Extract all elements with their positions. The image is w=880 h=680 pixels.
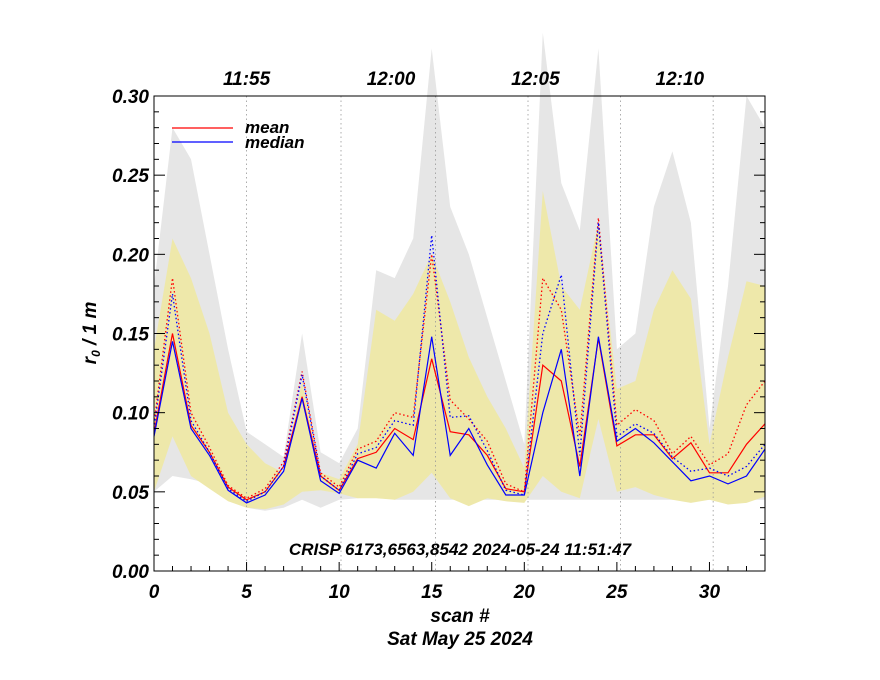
series-line-median	[153, 336, 766, 504]
y-axis-label-rest: / 1 m	[80, 302, 101, 351]
x-tick-label: 30	[699, 582, 721, 603]
x-tick-label: 5	[241, 582, 252, 603]
y-axis-label-main: r	[80, 355, 101, 364]
time-tick-label: 12:10	[656, 69, 705, 90]
y-axis-label-sub: 0	[89, 350, 103, 357]
y-tick-label: 0.15	[112, 325, 149, 346]
series-line-mean-dotted	[153, 217, 766, 499]
time-tick-label: 12:00	[367, 69, 416, 90]
y-tick-label: 0.05	[112, 483, 149, 504]
chart-annotation: CRISP 6173,6563,8542 2024-05-24 11:51:47	[289, 540, 633, 559]
yellow-range-band	[154, 191, 765, 510]
x-axis-label: scan #	[430, 606, 490, 627]
time-tick-label: 11:55	[223, 69, 271, 90]
legend-median-label: median	[245, 133, 305, 152]
y-axis-label: r0 / 1 m	[80, 302, 103, 365]
y-tick-label: 0.20	[112, 245, 149, 266]
x-tick-label: 15	[421, 582, 443, 603]
y-tick-label: 0.00	[112, 562, 149, 583]
time-tick-label: 12:05	[511, 69, 560, 90]
date-label: Sat May 25 2024	[387, 629, 533, 650]
y-tick-label: 0.10	[112, 404, 149, 425]
x-tick-label: 25	[605, 582, 628, 603]
series-line-mean	[153, 333, 766, 501]
x-tick-label: 0	[149, 582, 160, 603]
x-tick-label: 10	[329, 582, 351, 603]
legend: mean median	[172, 118, 305, 152]
legend-mean-label: mean	[245, 118, 289, 137]
y-tick-label: 0.25	[112, 166, 149, 187]
y-tick-label: 0.30	[112, 87, 149, 108]
x-tick-label: 20	[513, 582, 536, 603]
